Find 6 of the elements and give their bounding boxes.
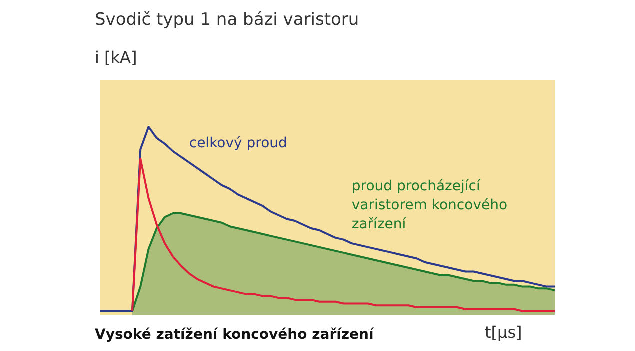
chart-title: Svodič typu 1 na bázi varistoru — [95, 10, 360, 30]
text: Vysoké zatížení koncového zařízení — [95, 327, 376, 343]
series-label: celkový proud — [189, 135, 288, 152]
series-label: proud procházející varistorem koncového zařízení — [352, 178, 508, 233]
x-axis-title: t[μs] — [485, 323, 522, 342]
y-axis-title: i [kA] — [95, 48, 138, 67]
